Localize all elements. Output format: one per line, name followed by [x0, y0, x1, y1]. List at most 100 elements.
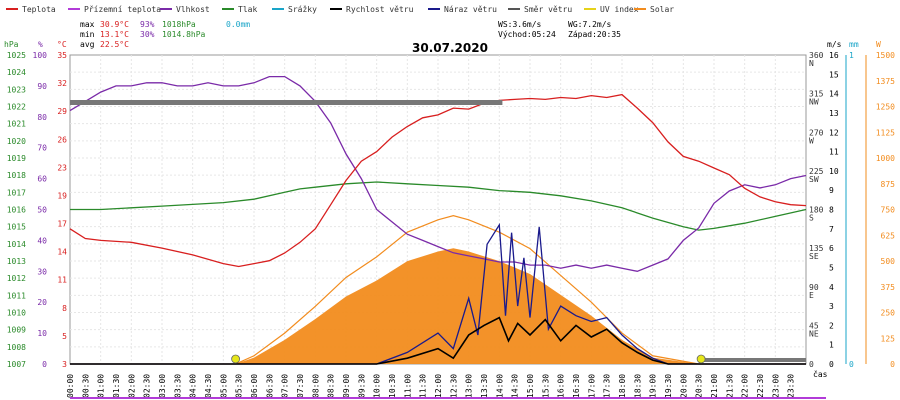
unit-ms: m/s	[827, 40, 842, 49]
tick-x: 20:00	[679, 374, 688, 398]
tick-degc: 3	[62, 360, 67, 369]
plot-area	[69, 75, 807, 365]
tick-x: 21:00	[710, 374, 719, 398]
tick-x: 11:00	[403, 374, 412, 398]
tick-x: 20:30	[695, 374, 704, 398]
tick-dir: 270	[809, 128, 824, 137]
legend-label: Směr větru	[524, 5, 572, 14]
solar-curve	[70, 215, 806, 365]
tick-x: 09:30	[357, 374, 366, 398]
tick-hpa: 1019	[7, 154, 26, 163]
tick-hpa: 1010	[7, 309, 26, 318]
date-title: 30.07.2020	[412, 41, 488, 55]
tick-mm: 1	[849, 51, 854, 60]
tick-dir: 90	[809, 283, 819, 292]
unit-mm: mm	[849, 40, 859, 49]
avg-label: avg	[80, 40, 95, 49]
tick-hpa: 1021	[7, 120, 26, 129]
wind-gust-line	[70, 222, 806, 365]
tick-hpa: 1023	[7, 85, 26, 94]
tick-x: 22:30	[756, 374, 765, 398]
tick-x: 07:00	[281, 374, 290, 398]
tick-x: 13:30	[480, 374, 489, 398]
tick-x: 22:00	[741, 374, 750, 398]
tick-x: 23:30	[787, 374, 796, 398]
tick-ms: 9	[829, 186, 834, 195]
legend-label: Rychlost větru	[346, 5, 414, 14]
tick-dir-name: N	[809, 59, 814, 68]
tick-ms: 13	[829, 109, 839, 118]
tick-degc: 19	[57, 191, 67, 200]
unit-degc: °C	[57, 40, 67, 49]
tick-x: 04:30	[204, 374, 213, 398]
tick-x: 03:00	[158, 374, 167, 398]
wind-speed-info: WS:3.6m/s	[498, 20, 542, 29]
tick-x: 09:00	[342, 374, 351, 398]
tick-x: 12:30	[449, 374, 458, 398]
sunrise-marker	[231, 354, 241, 364]
tick-w: 875	[881, 180, 896, 189]
tick-pct: 50	[37, 206, 47, 215]
tick-x: 18:00	[618, 374, 627, 398]
tick-degc: 26	[57, 135, 67, 144]
tick-dir: 0	[809, 360, 814, 369]
tick-x: 14:30	[511, 374, 520, 398]
tick-ms: 0	[829, 360, 834, 369]
tick-pct: 60	[37, 175, 47, 184]
avg-temp: 22.5°C	[100, 40, 129, 49]
wind-dir-band	[70, 100, 503, 105]
tick-pct: 10	[37, 329, 47, 338]
min-label: min	[80, 30, 95, 39]
tick-dir-name: SW	[809, 175, 819, 184]
tick-x: 08:30	[327, 374, 336, 398]
tick-w: 1250	[876, 103, 895, 112]
sunrise-info: Východ:05:24	[498, 30, 556, 39]
tick-ms: 8	[829, 206, 834, 215]
temperature-line	[69, 93, 807, 268]
tick-x: 17:00	[587, 374, 596, 398]
tick-x: 06:00	[250, 374, 259, 398]
tick-hpa: 1015	[7, 223, 26, 232]
min-press: 1014.8hPa	[162, 30, 206, 39]
tick-hpa: 1024	[7, 68, 26, 77]
tick-x: 00:00	[66, 374, 75, 398]
tick-x: 02:00	[127, 374, 136, 398]
tick-pct: 80	[37, 113, 47, 122]
unit-hpa: hPa	[4, 40, 19, 49]
tick-dir-name: W	[809, 136, 814, 145]
tick-x: 15:00	[526, 374, 535, 398]
tick-x: 05:30	[235, 374, 244, 398]
tick-degc: 5	[62, 332, 67, 341]
tick-ms: 7	[829, 225, 834, 234]
tick-dir-name: NE	[809, 329, 819, 338]
unit-cas: čas	[813, 369, 828, 379]
tick-x: 10:30	[388, 374, 397, 398]
tick-pct: 30	[37, 267, 47, 276]
max-press: 1018hPa	[162, 20, 196, 29]
tick-hpa: 1020	[7, 137, 26, 146]
tick-dir-name: E	[809, 291, 814, 300]
tick-x: 21:30	[725, 374, 734, 398]
tick-x: 17:30	[603, 374, 612, 398]
tick-degc: 17	[57, 220, 67, 229]
tick-ms: 5	[829, 263, 834, 272]
tick-x: 04:00	[189, 374, 198, 398]
tick-pct: 90	[37, 82, 47, 91]
humidity-line	[69, 75, 807, 272]
unit-pct: %	[38, 40, 43, 49]
tick-dir: 225	[809, 167, 824, 176]
tick-w: 625	[881, 231, 896, 240]
sunset-info: Západ:20:35	[568, 30, 621, 39]
tick-dir: 45	[809, 321, 819, 330]
tick-w: 750	[881, 206, 896, 215]
tick-ms: 14	[829, 90, 839, 99]
tick-x: 06:30	[265, 374, 274, 398]
legend-label: Solar	[650, 5, 674, 14]
tick-x: 07:30	[296, 374, 305, 398]
tick-x: 12:00	[434, 374, 443, 398]
wind-speed-line	[70, 316, 806, 365]
tick-w: 1125	[876, 128, 895, 137]
tick-x: 10:00	[373, 374, 382, 398]
tick-x: 23:00	[771, 374, 780, 398]
max-label: max	[80, 20, 95, 29]
